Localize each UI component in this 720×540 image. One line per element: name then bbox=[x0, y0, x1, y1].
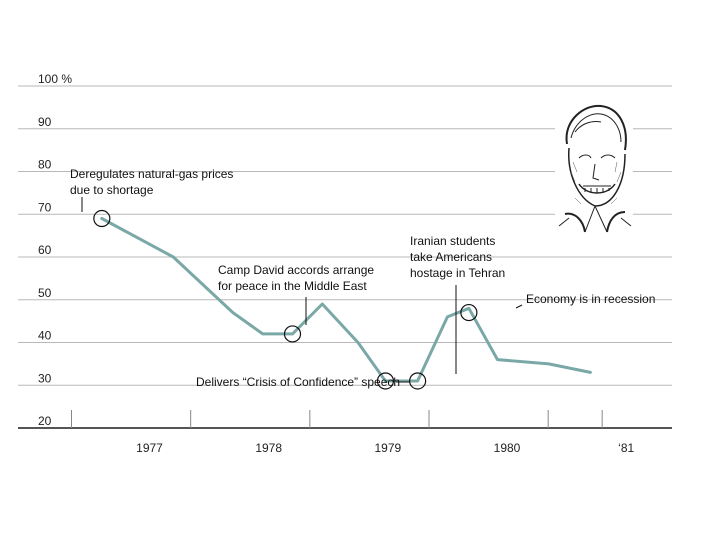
y-tick-label: 20 bbox=[38, 414, 52, 428]
x-axis: 1977 1978 1979 1980 ‘81 bbox=[71, 410, 634, 455]
x-tick-label: ‘81 bbox=[618, 441, 634, 455]
gridlines bbox=[18, 85, 672, 429]
y-tick-label: 50 bbox=[38, 286, 52, 300]
approval-series-line bbox=[100, 217, 592, 383]
annotation-leader bbox=[515, 304, 523, 309]
annotation-text: take Americans bbox=[410, 250, 492, 264]
annotation-4: Economy is in recession bbox=[460, 292, 655, 322]
y-tick-label: 70 bbox=[38, 200, 52, 214]
x-tick-label: 1979 bbox=[374, 441, 401, 455]
annotation-1: Camp David accords arrange for peace in t… bbox=[218, 263, 374, 343]
annotation-marker bbox=[376, 372, 395, 390]
portrait-illustration bbox=[555, 102, 633, 233]
y-tick-label: 40 bbox=[38, 329, 52, 343]
annotation-text: Deregulates natural-gas prices bbox=[70, 167, 233, 181]
annotation-marker bbox=[409, 372, 427, 390]
annotation-3: Iranian students take Americans hostage in… bbox=[409, 234, 505, 390]
annotation-marker bbox=[93, 209, 111, 228]
x-tick-label: 1978 bbox=[255, 441, 282, 455]
annotation-text: Economy is in recession bbox=[526, 292, 655, 306]
y-axis-tick-labels: 100 % 90 80 70 60 50 40 30 20 bbox=[38, 72, 72, 428]
annotation-marker bbox=[283, 325, 302, 343]
annotation-text: Delivers “Crisis of Confidence” speech bbox=[196, 375, 400, 389]
x-tick-label: 1980 bbox=[494, 441, 521, 455]
annotation-0: Deregulates natural-gas prices due to sho… bbox=[70, 167, 233, 228]
event-annotations: Deregulates natural-gas prices due to sho… bbox=[70, 167, 655, 390]
y-tick-label: 30 bbox=[38, 371, 52, 385]
annotation-text: Camp David accords arrange bbox=[218, 263, 374, 277]
annotation-text: due to shortage bbox=[70, 183, 154, 197]
annotation-marker bbox=[460, 303, 478, 322]
y-tick-label: 100 % bbox=[38, 72, 72, 86]
y-tick-label: 80 bbox=[38, 158, 52, 172]
y-tick-label: 60 bbox=[38, 243, 52, 257]
annotation-2: Delivers “Crisis of Confidence” speech bbox=[196, 372, 410, 390]
annotation-text: hostage in Tehran bbox=[410, 266, 505, 280]
y-tick-label: 90 bbox=[38, 115, 52, 129]
annotation-text: Iranian students bbox=[410, 234, 495, 248]
annotation-text: for peace in the Middle East bbox=[218, 279, 367, 293]
x-tick-label: 1977 bbox=[136, 441, 163, 455]
